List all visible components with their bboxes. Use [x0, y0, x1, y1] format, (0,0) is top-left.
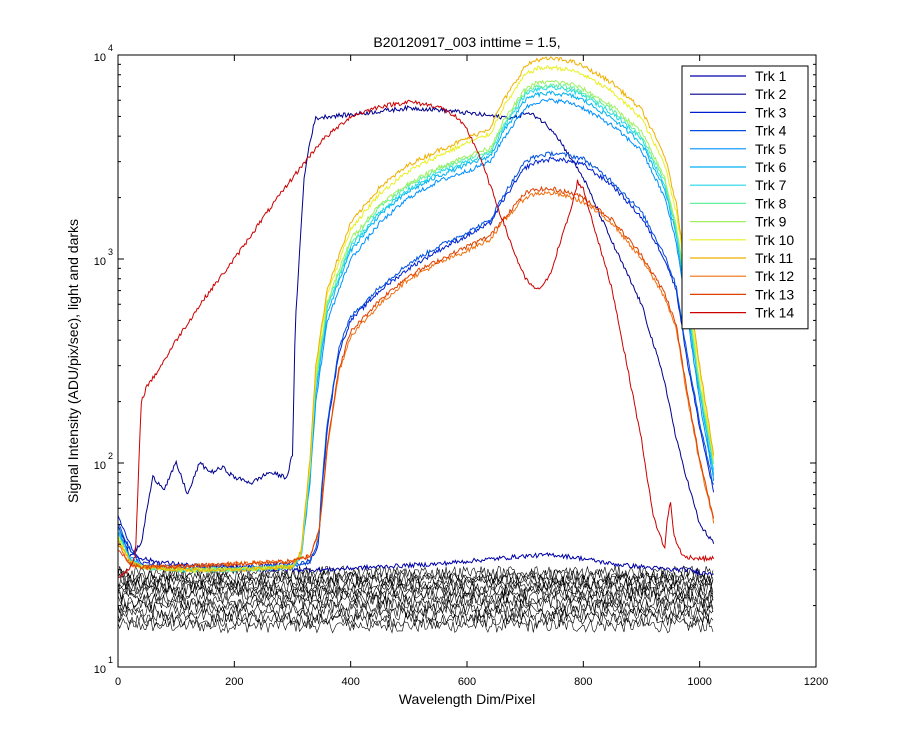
dark-trace	[117, 602, 714, 619]
y-tick-exponent: 2	[108, 451, 113, 461]
legend-label: Trk 5	[755, 141, 787, 157]
dark-trace	[117, 593, 714, 610]
legend-label: Trk 3	[755, 104, 787, 120]
series-layer	[117, 56, 715, 579]
legend-label: Trk 4	[755, 123, 787, 139]
legend-label: Trk 8	[755, 195, 787, 211]
x-tick-label: 0	[115, 676, 121, 688]
legend-box	[681, 65, 809, 330]
legend-label: Trk 13	[755, 286, 794, 302]
chart-title: B20120917_003 inttime = 1.5,	[373, 34, 560, 50]
x-tick-label: 800	[574, 676, 592, 688]
series-line-trk-2	[117, 104, 715, 559]
dark-traces	[117, 565, 714, 634]
x-axis: 0 200 400 600 800 1000 1200	[115, 55, 828, 688]
dark-trace	[117, 567, 714, 585]
legend-label: Trk 14	[755, 305, 794, 321]
x-tick-label: 600	[458, 676, 476, 688]
y-tick-label: 10	[94, 460, 106, 472]
series-line-trk-10	[117, 64, 715, 574]
legend-label: Trk 9	[755, 214, 787, 230]
x-tick-label: 400	[341, 676, 359, 688]
y-tick-label: 10	[94, 52, 106, 64]
legend-label: Trk 11	[755, 250, 793, 266]
y-tick-label: 10	[94, 256, 106, 268]
dark-trace	[117, 607, 714, 624]
x-tick-label: 200	[225, 676, 243, 688]
y-axis-label: Signal Intensity (ADU/pix/sec), light an…	[65, 219, 81, 503]
legend-label: Trk 12	[755, 268, 794, 284]
legend-label: Trk 2	[755, 86, 787, 102]
dark-trace	[117, 585, 714, 602]
legend-label: Trk 1	[755, 68, 787, 84]
series-line-trk-14	[117, 99, 715, 579]
legend-label: Trk 10	[755, 232, 794, 248]
y-tick-label: 10	[94, 664, 106, 676]
x-tick-label: 1000	[687, 676, 711, 688]
x-axis-label: Wavelength Dim/Pixel	[399, 691, 535, 707]
y-tick-exponent: 1	[108, 655, 113, 665]
series-line-trk-12	[117, 189, 715, 571]
legend-label: Trk 6	[755, 159, 787, 175]
legend: Trk 1 Trk 2 Trk 3 Trk 4 Trk 5 Trk 6 Trk 7 Trk 8…	[681, 65, 809, 330]
series-line-trk-11	[117, 56, 715, 574]
y-tick-exponent: 3	[108, 247, 113, 257]
y-tick-exponent: 4	[108, 43, 113, 53]
series-line-trk-13	[117, 185, 715, 571]
dark-trace	[117, 589, 714, 605]
dark-trace	[117, 617, 714, 634]
x-tick-label: 1200	[804, 676, 828, 688]
dark-trace	[117, 597, 714, 614]
legend-label: Trk 7	[755, 177, 787, 193]
